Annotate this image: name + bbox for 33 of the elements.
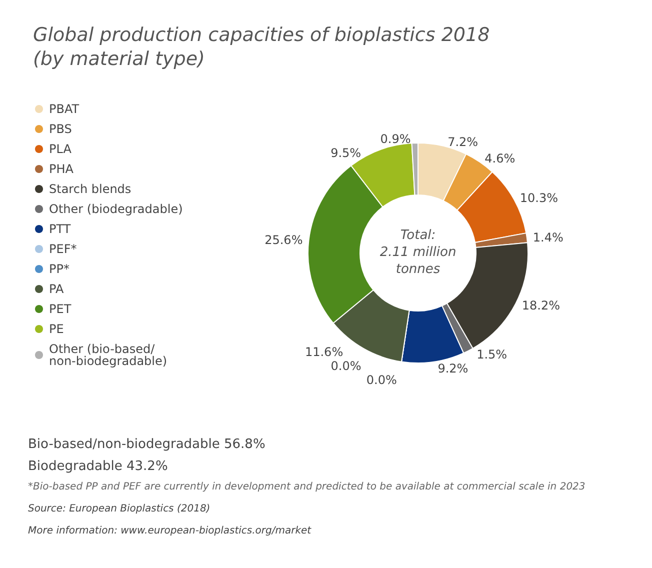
- legend-label: Starch blends: [49, 182, 132, 196]
- data-label: 10.3%: [520, 190, 558, 205]
- legend-label: PP*: [49, 262, 70, 276]
- source-note: Source: European Bioplastics (2018): [28, 504, 210, 514]
- data-label: 18.2%: [522, 298, 560, 312]
- data-label: 9.5%: [330, 146, 362, 160]
- legend-label: PTT: [49, 222, 72, 236]
- data-label: 0.9%: [380, 132, 411, 146]
- legend-label: PBS: [49, 122, 72, 136]
- legend-label: PE: [49, 322, 64, 336]
- data-label: 1.4%: [532, 230, 564, 244]
- text: More information: www.european-bioplastics.org/market: [28, 526, 312, 536]
- legend-label: PHA: [49, 162, 74, 176]
- legend-label: PLA: [49, 142, 72, 156]
- data-label: 1.5%: [476, 347, 508, 362]
- legend-label: PA: [49, 282, 64, 296]
- data-label: 11.6%: [304, 345, 344, 360]
- text: Biodegradable 43.2%: [28, 459, 168, 474]
- legend-label: Other (biodegradable): [49, 202, 183, 216]
- text: Total: 2.11 million tonnes: [380, 228, 456, 277]
- data-label: 9.2%: [438, 361, 468, 376]
- text: *Bio-based PP and PEF are currently in development and predicted to be available at commercial scale in 2023: [28, 482, 586, 492]
- text: Bio-based/non-biodegradable 56.8%: [28, 437, 266, 452]
- text: 0.0%: [330, 359, 362, 374]
- chart-title: Global production capacities of bioplastics 2018 (by material type): [33, 24, 490, 70]
- legend-label: Other (bio-based/non-biodegradable): [49, 342, 168, 368]
- data-label: 7.2%: [448, 134, 478, 149]
- data-label: 4.6%: [484, 152, 516, 166]
- legend-label: PET: [49, 302, 72, 316]
- legend-label: PBAT: [49, 102, 80, 116]
- data-label: 25.6%: [264, 233, 303, 248]
- legend-label: PEF*: [49, 242, 77, 256]
- text: 0.0%: [366, 373, 397, 388]
